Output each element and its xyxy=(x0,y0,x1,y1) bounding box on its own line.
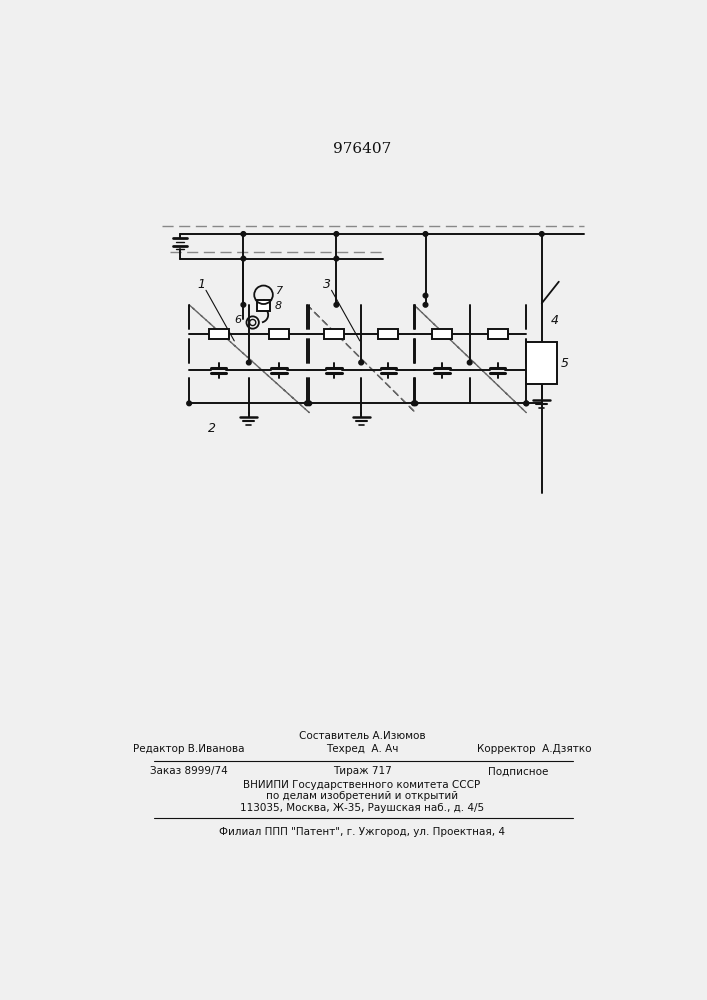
Text: 2: 2 xyxy=(209,422,216,434)
Bar xyxy=(526,342,557,384)
Text: Техред  А. Ач: Техред А. Ач xyxy=(326,744,398,754)
Text: по делам изобретений и открытий: по делам изобретений и открытий xyxy=(266,791,458,801)
Circle shape xyxy=(334,232,339,236)
Text: 5: 5 xyxy=(561,357,569,370)
Text: 113035, Москва, Ж-35, Раушская наб., д. 4/5: 113035, Москва, Ж-35, Раушская наб., д. … xyxy=(240,803,484,813)
Text: 6: 6 xyxy=(235,315,242,325)
Circle shape xyxy=(305,401,309,406)
Circle shape xyxy=(241,256,246,261)
Text: Корректор  А.Дзятко: Корректор А.Дзятко xyxy=(477,744,591,754)
Text: 3: 3 xyxy=(323,278,331,291)
Text: 1: 1 xyxy=(197,278,206,291)
Circle shape xyxy=(539,232,544,236)
Bar xyxy=(378,329,398,339)
Text: 976407: 976407 xyxy=(333,142,391,156)
Circle shape xyxy=(423,302,428,307)
Circle shape xyxy=(467,360,472,365)
Text: 8: 8 xyxy=(274,301,281,311)
Circle shape xyxy=(241,302,246,307)
Bar xyxy=(209,329,228,339)
Circle shape xyxy=(413,401,418,406)
Text: 4: 4 xyxy=(551,314,559,327)
Text: Подписное: Подписное xyxy=(489,766,549,776)
Text: Тираж 717: Тираж 717 xyxy=(332,766,392,776)
Text: Редактор В.Иванова: Редактор В.Иванова xyxy=(134,744,245,754)
Bar xyxy=(269,329,289,339)
Circle shape xyxy=(307,401,312,406)
Text: 7: 7 xyxy=(276,286,283,296)
Circle shape xyxy=(524,401,529,406)
Text: Заказ 8999/74: Заказ 8999/74 xyxy=(151,766,228,776)
Circle shape xyxy=(334,256,339,261)
Circle shape xyxy=(411,401,416,406)
Bar xyxy=(488,329,508,339)
Bar xyxy=(324,329,344,339)
Bar xyxy=(257,300,270,311)
Circle shape xyxy=(423,293,428,298)
Text: Филиал ППП "Патент", г. Ужгород, ул. Проектная, 4: Филиал ППП "Патент", г. Ужгород, ул. Про… xyxy=(219,827,505,837)
Text: ВНИИПИ Государственного комитета СССР: ВНИИПИ Государственного комитета СССР xyxy=(243,780,481,790)
Circle shape xyxy=(241,232,246,236)
Text: Составитель А.Изюмов: Составитель А.Изюмов xyxy=(298,731,426,741)
Circle shape xyxy=(187,401,192,406)
Circle shape xyxy=(359,360,363,365)
Bar xyxy=(432,329,452,339)
Circle shape xyxy=(524,401,529,406)
Circle shape xyxy=(334,302,339,307)
Circle shape xyxy=(247,360,251,365)
Circle shape xyxy=(423,232,428,236)
